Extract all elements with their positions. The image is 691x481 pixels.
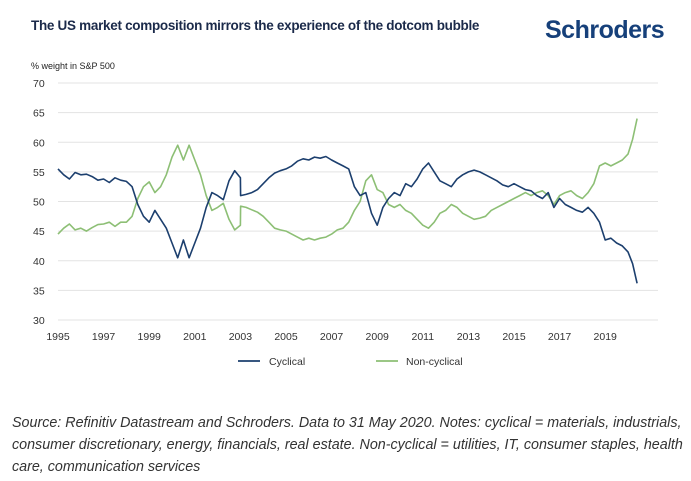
x-tick-label: 2001 bbox=[183, 331, 207, 343]
y-axis-label: % weight in S&P 500 bbox=[31, 61, 115, 71]
x-tick-label: 1997 bbox=[92, 331, 116, 343]
x-tick-label: 2011 bbox=[412, 331, 435, 343]
x-tick-label: 2017 bbox=[548, 331, 572, 343]
x-tick-label: 2015 bbox=[502, 331, 526, 343]
non-cyclical-line bbox=[57, 118, 638, 241]
y-tick-label: 60 bbox=[33, 137, 45, 149]
legend-label-cyclical: Cyclical bbox=[269, 356, 305, 368]
y-tick-label: 40 bbox=[33, 256, 45, 268]
y-tick-label: 70 bbox=[33, 78, 45, 90]
x-tick-label: 2005 bbox=[274, 331, 298, 343]
gridlines bbox=[58, 82, 658, 321]
y-tick-label: 45 bbox=[33, 226, 45, 238]
x-tick-label: 2013 bbox=[457, 331, 481, 343]
y-tick-label: 30 bbox=[33, 315, 45, 327]
legend: Cyclical Non-cyclical bbox=[238, 356, 463, 368]
cyclical-line bbox=[57, 155, 638, 284]
y-tick-label: 55 bbox=[33, 167, 45, 179]
y-axis-ticks: 30 35 40 45 50 55 60 65 70 bbox=[33, 78, 45, 327]
x-tick-label: 2007 bbox=[320, 331, 344, 343]
y-tick-label: 50 bbox=[33, 197, 45, 209]
series-lines bbox=[57, 118, 638, 284]
legend-label-non-cyclical: Non-cyclical bbox=[406, 356, 463, 368]
x-tick-label: 1995 bbox=[46, 331, 70, 343]
x-axis-ticks: 1995 1997 1999 2001 2003 2005 2007 2009 2011 2013… bbox=[46, 331, 617, 343]
source-note: Source: Refinitiv Datastream and Schrode… bbox=[12, 415, 683, 475]
y-tick-label: 35 bbox=[33, 285, 45, 297]
x-tick-label: 2009 bbox=[366, 331, 390, 343]
y-tick-label: 65 bbox=[33, 108, 45, 120]
line-chart: 30 35 40 45 50 55 60 65 70 1995 1997 1999 2001 2003 2… bbox=[33, 78, 658, 368]
x-tick-label: 1999 bbox=[138, 331, 162, 343]
x-tick-label: 2019 bbox=[594, 331, 618, 343]
x-tick-label: 2003 bbox=[229, 331, 253, 343]
schroders-logo: Schroders bbox=[545, 16, 665, 44]
chart-title: The US market composition mirrors the ex… bbox=[31, 18, 480, 33]
